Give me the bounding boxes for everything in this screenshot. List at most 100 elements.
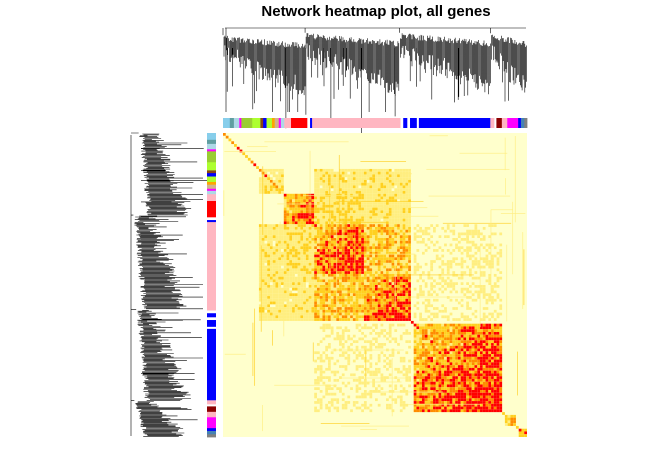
heatmap-cell	[350, 246, 353, 250]
heatmap-cell	[491, 232, 494, 236]
heatmap-streak	[522, 232, 524, 310]
heatmap-cell	[363, 199, 367, 203]
heatmap-cell	[344, 276, 348, 280]
heatmap-cell	[328, 401, 331, 404]
heatmap-cell	[399, 168, 403, 172]
heatmap-cell	[499, 337, 503, 341]
heatmap-streak	[252, 322, 254, 376]
heatmap-cell	[347, 226, 351, 230]
heatmap-cell	[264, 260, 268, 263]
heatmap-cell	[441, 290, 445, 294]
heatmap-cell	[405, 232, 409, 236]
heatmap-cell	[380, 232, 384, 236]
heatmap-cell	[444, 356, 447, 360]
heatmap-cell	[397, 207, 400, 211]
heatmap-cell	[341, 315, 345, 319]
heatmap-cell	[419, 226, 422, 230]
heatmap-cell	[416, 331, 420, 335]
heatmap-cell	[344, 254, 348, 258]
heatmap-cell	[341, 318, 345, 321]
heatmap-cell	[491, 315, 494, 319]
heatmap-cell	[449, 384, 453, 388]
heatmap-cell	[397, 218, 400, 222]
heatmap-cell	[355, 174, 359, 178]
heatmap-cell	[347, 229, 351, 233]
heatmap-cell	[455, 409, 458, 413]
heatmap-cell	[402, 174, 406, 178]
heatmap-cell	[366, 268, 370, 272]
heatmap-cell	[493, 378, 497, 382]
heatmap-cell	[413, 348, 417, 352]
heatmap-cell	[316, 293, 320, 297]
heatmap-cell	[372, 279, 375, 283]
heatmap-cell	[278, 185, 282, 189]
heatmap-cell	[408, 238, 411, 241]
heatmap-cell	[264, 182, 268, 186]
heatmap-cell	[408, 199, 411, 203]
heatmap-cell	[405, 207, 409, 211]
heatmap-cell	[394, 179, 398, 183]
heatmap-cell	[375, 268, 378, 272]
heatmap-cell	[316, 185, 320, 189]
heatmap-cell	[424, 392, 428, 396]
heatmap-cell	[283, 199, 287, 203]
heatmap-cell	[463, 392, 467, 396]
heatmap-cell	[438, 337, 442, 341]
heatmap-cell	[264, 282, 268, 285]
heatmap-cell	[350, 285, 353, 288]
heatmap-cell	[408, 268, 411, 272]
heatmap-cell	[355, 304, 359, 308]
heatmap-cell	[369, 343, 373, 346]
heatmap-cell	[281, 273, 284, 277]
heatmap-cell	[286, 251, 290, 255]
heatmap-cell	[272, 224, 276, 227]
heatmap-cell	[339, 387, 342, 391]
heatmap-cell	[430, 376, 434, 379]
heatmap-cell	[358, 213, 362, 216]
heatmap-cell	[457, 318, 461, 321]
heatmap-cell	[314, 378, 317, 382]
heatmap-cell	[300, 304, 304, 308]
heatmap-cell	[413, 232, 417, 236]
heatmap-cell	[267, 293, 270, 297]
heatmap-cell	[399, 334, 403, 338]
heatmap-cell	[352, 287, 356, 291]
heatmap-cell	[413, 381, 417, 385]
heatmap-cell	[419, 365, 422, 368]
heatmap-cell	[339, 188, 342, 192]
heatmap-cell	[350, 301, 353, 305]
heatmap-cell	[305, 229, 309, 233]
heatmap-cell	[375, 337, 378, 341]
heatmap-cell	[430, 354, 434, 357]
heatmap-cell	[383, 260, 387, 263]
heatmap-cell	[352, 304, 356, 308]
heatmap-cell	[372, 188, 375, 192]
heatmap-cell	[488, 362, 492, 366]
heatmap-cell	[438, 356, 442, 360]
heatmap-cell	[427, 376, 431, 379]
heatmap-cell	[336, 312, 340, 316]
heatmap-cell	[491, 331, 494, 335]
heatmap-cell	[388, 331, 392, 335]
heatmap-cell	[366, 218, 370, 222]
heatmap-cell	[499, 243, 503, 247]
heatmap-cell	[474, 398, 478, 402]
heatmap-cell	[449, 395, 453, 399]
heatmap-cell	[388, 226, 392, 230]
heatmap-cell	[316, 290, 320, 294]
heatmap-cell	[405, 171, 409, 175]
heatmap-cell	[355, 315, 359, 319]
heatmap-cell	[286, 254, 290, 258]
heatmap-cell	[305, 196, 309, 200]
heatmap-cell	[347, 238, 351, 241]
heatmap-cell	[294, 257, 298, 261]
heatmap-cell	[281, 235, 284, 239]
heatmap-cell	[303, 285, 306, 288]
heatmap-cell	[416, 326, 420, 330]
heatmap-cell	[427, 331, 431, 335]
heatmap-cell	[427, 345, 431, 349]
heatmap-cell	[408, 226, 411, 230]
heatmap-cell	[281, 287, 284, 291]
heatmap-cell	[449, 390, 453, 393]
heatmap-streak	[428, 195, 511, 197]
